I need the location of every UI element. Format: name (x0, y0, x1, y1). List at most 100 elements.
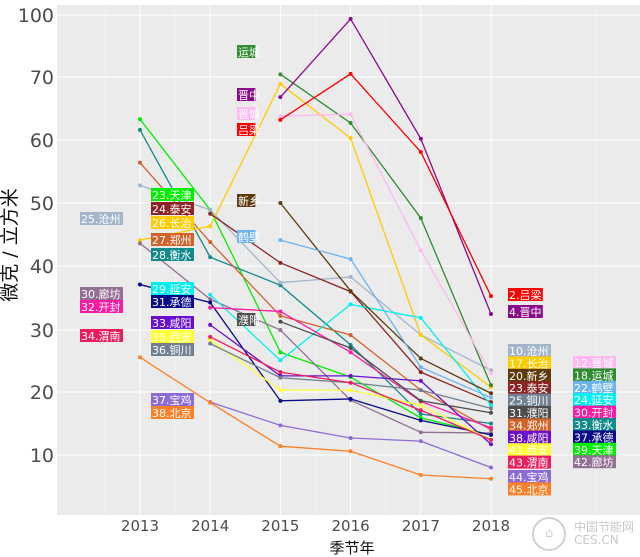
data-point (418, 473, 423, 477)
series-运城 (278, 72, 493, 388)
series-label: 38.北京 (151, 406, 194, 420)
plot-background (57, 5, 640, 515)
series-label: 23.天津 (151, 188, 194, 202)
label-text: 新乡 (238, 194, 260, 208)
data-point (138, 117, 142, 122)
x-axis-ticks: 2013 2014 2015 2016 2017 2018 (121, 517, 510, 535)
data-point (489, 432, 493, 437)
label-text: 10.沧州 (509, 344, 549, 358)
data-point (348, 350, 353, 355)
y-tick-label: 60 (30, 130, 54, 152)
data-point (348, 396, 353, 401)
label-text: 24.泰安 (152, 202, 192, 216)
series-label: 25.铜川 (508, 393, 551, 408)
data-point (348, 274, 353, 279)
data-point (348, 16, 353, 21)
series-lines (138, 16, 493, 481)
data-point (348, 120, 353, 125)
data-point (138, 282, 142, 287)
series-label: 17.长治 (508, 356, 551, 370)
data-point (418, 408, 423, 413)
data-point (278, 423, 283, 428)
watermark-logo-icon: ⌂ (532, 517, 567, 551)
data-point (418, 388, 423, 393)
data-point (208, 400, 213, 405)
label-text: 38.咸阳 (509, 432, 549, 445)
data-point (348, 71, 353, 76)
data-point (489, 383, 493, 388)
x-tick-label: 2015 (261, 517, 299, 535)
data-point (418, 315, 423, 320)
data-point (348, 435, 353, 440)
series-渭南 (208, 334, 493, 442)
data-point (489, 425, 493, 430)
data-point (138, 238, 142, 243)
data-point (489, 421, 493, 426)
data-point (348, 380, 353, 385)
label-text: 37.承德 (574, 430, 614, 444)
watermark: ⌂ 中国节能网 CES.CN (532, 517, 634, 551)
series-label: 37.承德 (573, 430, 616, 444)
label-text: 4.晋中 (509, 306, 542, 319)
series-label: 18.运城 (573, 368, 616, 382)
series-label: 27.郑州 (151, 233, 194, 247)
label-text: 25.沧州 (81, 212, 121, 226)
series-label: 31.濮阳 (508, 406, 551, 420)
series-晋城 (278, 112, 493, 376)
data-point (418, 418, 423, 423)
label-text: 鹤壁 (238, 230, 260, 244)
series-label: 24.延安 (573, 393, 616, 407)
y-tick-label: 20 (30, 382, 54, 404)
series-label: 10.沧州 (508, 344, 551, 358)
series-line (280, 73, 492, 386)
data-point (278, 328, 283, 332)
series-label: 26.长治 (151, 216, 194, 230)
series-label: 24.泰安 (151, 202, 194, 216)
data-point (348, 302, 353, 307)
y-tick-label: 40 (30, 256, 54, 278)
label-text: 20.新乡 (509, 369, 549, 383)
series-label: 33.咸阳 (151, 316, 194, 330)
series-line (280, 73, 492, 297)
series-label: 43.渭南 (508, 455, 551, 470)
series-承德 (138, 282, 493, 437)
series-label: 23.泰安 (508, 381, 551, 395)
data-point (138, 355, 142, 360)
series-label: 运城 (237, 45, 260, 59)
series-label: 2.吕梁 (508, 288, 543, 302)
series-line (139, 242, 492, 434)
data-point (489, 371, 493, 376)
series-label: 4.晋中 (508, 305, 543, 319)
data-point (208, 224, 213, 229)
series-延安 (208, 292, 493, 408)
data-point (489, 312, 493, 316)
data-point (418, 216, 423, 221)
label-text: 31.承德 (152, 295, 192, 309)
data-point (208, 322, 213, 327)
x-tick-label: 2018 (472, 517, 510, 535)
data-point (418, 378, 423, 383)
series-label: 晋中 (237, 88, 260, 102)
series-label: 34.郑州 (508, 418, 551, 432)
series-label: 28.衡水 (151, 248, 194, 262)
x-tick-label: 2013 (121, 517, 159, 535)
y-tick-label: 10 (30, 445, 54, 467)
series-晋中 (278, 16, 493, 316)
data-point (348, 257, 353, 262)
label-text: 24.延安 (574, 393, 614, 407)
data-point (489, 294, 493, 299)
series-label: 30.开封 (573, 405, 616, 420)
series-line (279, 17, 492, 315)
series-line (139, 82, 492, 388)
data-point (278, 201, 283, 205)
data-point (278, 388, 283, 393)
x-tick-label: 2017 (402, 517, 440, 535)
data-point (348, 345, 353, 350)
label-text: 44.宝鸡 (509, 470, 549, 484)
series-西安 (208, 337, 493, 442)
series-line (280, 239, 492, 399)
label-text: 31.濮阳 (509, 406, 549, 420)
data-point (348, 112, 353, 117)
label-text: 27.郑州 (152, 233, 192, 247)
y-axis-ticks: 10 20 30 40 50 60 70 100 (18, 5, 54, 467)
